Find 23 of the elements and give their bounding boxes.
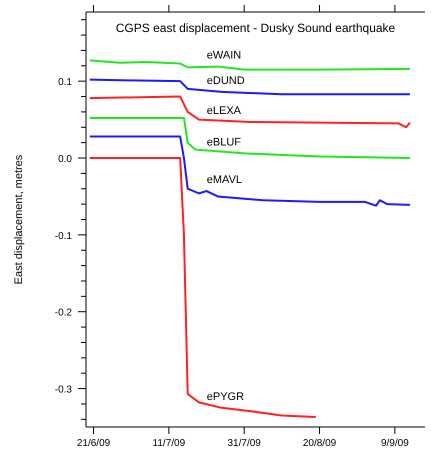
line-series — [88, 117, 411, 160]
line-series — [88, 96, 411, 128]
series-label: eMAVL — [206, 174, 242, 186]
series-label: eBLUF — [206, 136, 242, 148]
x-tick-label: 21/6/09 — [76, 438, 111, 449]
x-tick-label: 9/9/09 — [380, 438, 410, 449]
line-series — [88, 59, 411, 71]
series-label: ePYGR — [206, 390, 244, 403]
series-label: eLEXA — [206, 104, 242, 117]
x-tick-label: 31/7/09 — [228, 438, 262, 449]
y-tick-label: -0.2 — [54, 308, 72, 319]
series-label: eWAIN — [206, 50, 242, 62]
text: CGPS east displacement - Dusky Sound earthquake — [116, 21, 396, 35]
x-tick-label: 11/7/09 — [152, 438, 186, 449]
line-series — [88, 136, 411, 207]
y-tick-label: -0.3 — [54, 384, 72, 396]
y-tick-label: 0.0 — [58, 154, 72, 166]
y-axis-title: East displacement, metres — [13, 154, 25, 284]
series-label: eDUND — [206, 74, 245, 87]
y-tick-label: 0.1 — [58, 77, 72, 88]
y-tick-label: -0.1 — [54, 230, 72, 242]
line-series — [88, 157, 317, 418]
x-tick-label: 20/8/09 — [302, 438, 337, 449]
